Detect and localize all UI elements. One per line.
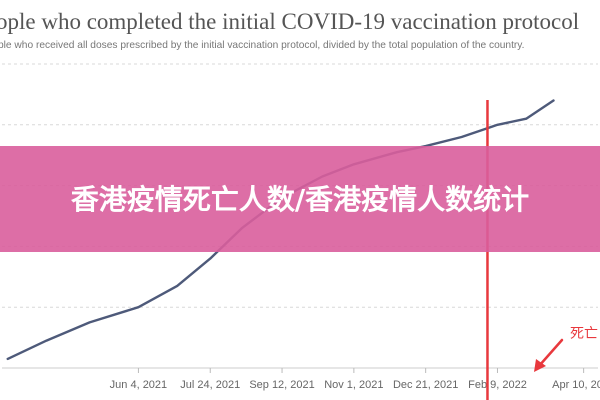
data-point	[137, 306, 140, 309]
annotation-label: 死亡	[570, 326, 598, 342]
x-tick-label: Nov 1, 2021	[324, 379, 383, 391]
chart-title: ople who completed the initial COVID-19 …	[0, 9, 580, 34]
data-point	[496, 123, 499, 126]
data-point	[525, 117, 528, 120]
x-tick-label: Sep 12, 2021	[249, 379, 314, 391]
data-point	[460, 136, 463, 138]
annotation-arrow-head	[534, 359, 546, 372]
data-point	[209, 257, 212, 260]
data-point	[176, 285, 179, 287]
overlay-title: 香港疫情死亡人数/香港疫情人数统计	[70, 182, 530, 216]
chart-subtitle: ple who received all doses prescribed by…	[0, 40, 525, 51]
data-point	[6, 357, 9, 360]
data-point	[552, 99, 555, 102]
title-overlay-banner: 香港疫情死亡人数/香港疫情人数统计	[0, 146, 600, 252]
x-tick-label: Dec 21, 2021	[393, 379, 458, 391]
x-tick-label: Apr 10, 2022	[552, 379, 600, 391]
data-point	[45, 339, 48, 342]
annotation-arrow-shaft	[537, 338, 564, 368]
x-tick-label: Feb 9, 2022	[468, 379, 527, 391]
x-tick-label: Jul 24, 2021	[180, 379, 240, 391]
data-point	[88, 321, 91, 324]
x-tick-label: Jun 4, 2021	[110, 379, 168, 391]
